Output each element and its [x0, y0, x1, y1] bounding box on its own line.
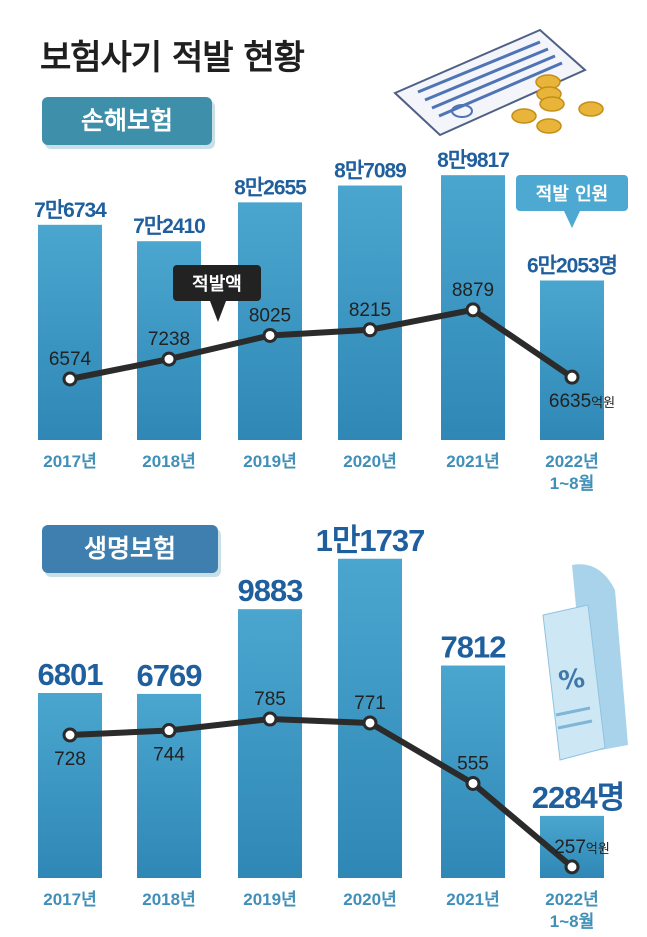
line-point — [564, 369, 580, 385]
x-tick-label: 2020년 — [343, 890, 396, 909]
bar-value-label: 7만2410 — [133, 215, 205, 238]
x-tick-label: 2021년 — [446, 452, 499, 471]
bar-3 — [238, 609, 302, 878]
x-tick-label: 2017년 — [43, 452, 96, 471]
line-callout-pointer — [210, 301, 226, 322]
line-value-label: 6574 — [49, 349, 92, 370]
line-point — [161, 351, 177, 367]
bar-1 — [38, 224, 102, 440]
bar-callout-box — [516, 175, 628, 211]
line-point — [362, 322, 378, 338]
bar-value-label: 8만7089 — [334, 160, 406, 183]
damage-insurance-chart: 7만6734 7만2410 8만2655 8만7089 8만9817 6만2053명 201… — [34, 149, 628, 493]
line-value-label: 785 — [254, 689, 286, 710]
x-tick-label: 2018년 — [142, 890, 195, 909]
line-point — [62, 371, 78, 387]
bar-value-label: 1만1737 — [316, 523, 425, 558]
line-callout: 적발액 — [173, 265, 261, 322]
line-value-label: 8215 — [349, 300, 391, 321]
section-label-life-insurance: 생명보험 — [42, 525, 218, 573]
x-tick-label: 2022년 — [545, 452, 598, 471]
bar-value-label: 7만6734 — [34, 199, 107, 222]
line-value-label: 6635억원 — [549, 391, 615, 412]
bar-value-label: 7812 — [441, 630, 506, 665]
x-tick-label: 2021년 — [446, 890, 499, 909]
bar-value-label: 6769 — [137, 658, 203, 693]
bar-value-label: 6만2053명 — [527, 254, 617, 277]
bar-value-label: 9883 — [238, 573, 304, 608]
receipt-percent-illustration: % — [542, 564, 628, 761]
bar-value-label: 8만9817 — [437, 149, 509, 172]
line-point — [262, 711, 278, 727]
line-value-label: 555 — [457, 753, 489, 774]
line-callout-text: 적발액 — [192, 274, 242, 295]
x-tick-label: 2020년 — [343, 452, 396, 471]
bar-1 — [38, 693, 102, 878]
line-point — [465, 302, 481, 318]
line-value-label: 257억원 — [554, 837, 610, 858]
bar-value-label: 8만2655 — [234, 176, 307, 199]
x-tick-label: 2019년 — [243, 452, 296, 471]
series-line — [69, 716, 574, 870]
line-point — [62, 727, 78, 743]
series-line — [69, 306, 574, 382]
section-label-damage-insurance: 손해보험 — [42, 97, 212, 145]
page-title: 보험사기 적발 현황 — [40, 38, 305, 78]
line-value-label: 744 — [153, 745, 185, 766]
x-tick-label: 2022년 — [545, 890, 598, 909]
x-tick-label-sub: 1~8월 — [550, 474, 594, 493]
line-value-label: 771 — [354, 693, 386, 714]
line-point — [564, 859, 580, 875]
bar-4 — [338, 185, 402, 440]
bar-value-label: 2284명 — [532, 780, 624, 815]
line-value-label: 8879 — [452, 280, 494, 301]
line-point — [465, 775, 481, 791]
x-tick-label: 2018년 — [142, 452, 195, 471]
bar-value-label: 6801 — [38, 657, 104, 692]
line-value-label: 8025 — [249, 305, 291, 326]
line-point — [362, 715, 378, 731]
svg-text:%: % — [557, 664, 587, 697]
bar-callout-pointer — [564, 211, 580, 228]
line-point — [262, 327, 278, 343]
line-value-label: 728 — [54, 749, 86, 770]
bar-callout: 적발 인원 — [516, 175, 628, 228]
bar-2 — [137, 693, 201, 878]
bar-callout-text: 적발 인원 — [536, 184, 609, 205]
x-tick-label-sub: 1~8월 — [550, 912, 594, 931]
document-coins-illustration — [393, 28, 604, 137]
line-point — [161, 723, 177, 739]
x-tick-label: 2019년 — [243, 890, 296, 909]
x-tick-label: 2017년 — [43, 890, 96, 909]
line-callout-box — [173, 265, 261, 301]
bar-3 — [238, 202, 302, 440]
line-value-label: 7238 — [148, 329, 190, 350]
life-insurance-chart: 6801 6769 9883 1만1737 7812 2284명 2017년 2018년 201… — [38, 523, 626, 931]
